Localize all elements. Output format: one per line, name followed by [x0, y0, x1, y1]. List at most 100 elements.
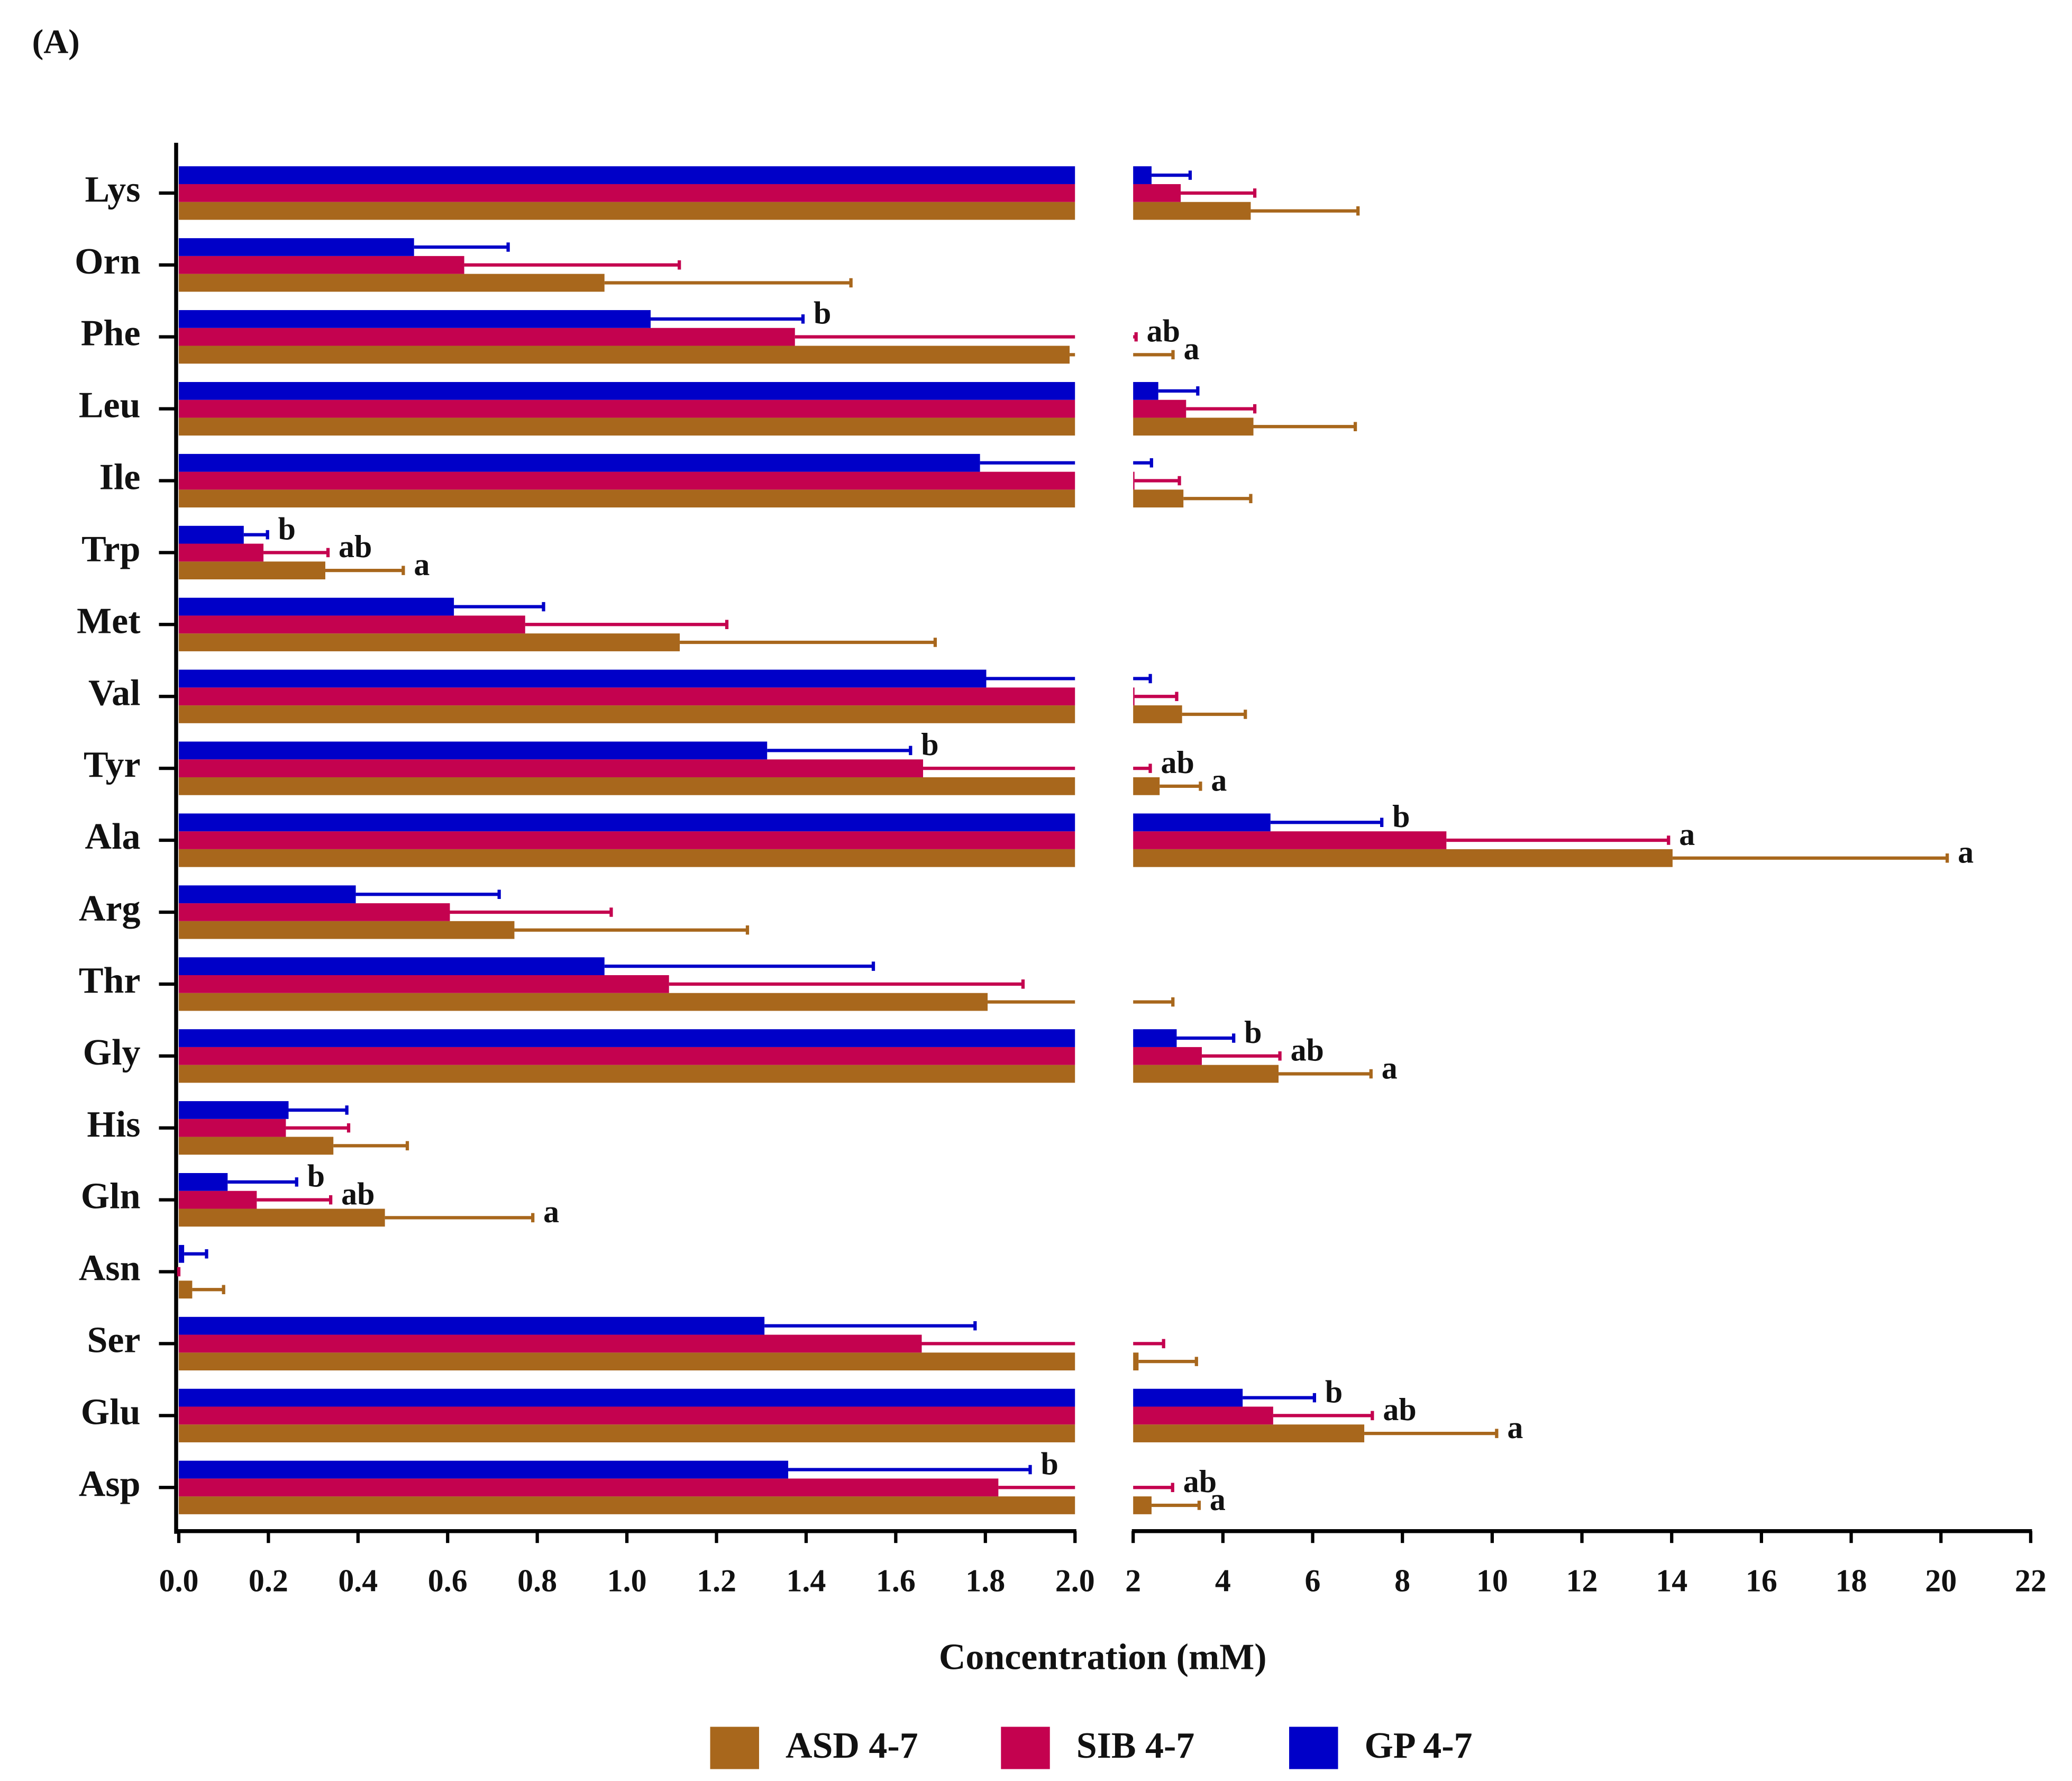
y-tick-label: Arg	[79, 888, 141, 929]
error-bar	[192, 1285, 225, 1294]
bar	[178, 453, 980, 472]
bar	[178, 993, 988, 1011]
bar	[178, 903, 450, 921]
bar	[178, 921, 515, 939]
legend-label: ASD 4-7	[786, 1725, 918, 1766]
significance-label: a	[1211, 763, 1227, 798]
bar	[178, 1334, 922, 1353]
error-bar	[1181, 188, 1257, 198]
x-tick-label: 1.8	[965, 1563, 1005, 1598]
bar	[178, 669, 987, 688]
error-bar	[1270, 817, 1384, 828]
bar	[1133, 1406, 1273, 1425]
x-tick-label: 22	[2015, 1563, 2047, 1598]
x-tick-label: 1.4	[786, 1563, 826, 1598]
error-bar	[414, 242, 510, 252]
error-bar	[1279, 1069, 1373, 1079]
bar	[178, 346, 1070, 364]
error-bar	[464, 260, 681, 270]
bar	[178, 1047, 1075, 1065]
significance-label: b	[1392, 799, 1410, 834]
bar	[1133, 687, 1135, 706]
bar	[1133, 1388, 1243, 1407]
error-bar	[1160, 782, 1202, 791]
bar	[178, 184, 1075, 202]
significance-label: b	[307, 1159, 325, 1194]
x-tick-label: 1.6	[876, 1563, 916, 1598]
error-bar	[1201, 1051, 1282, 1061]
bar	[178, 256, 464, 274]
error-bar	[921, 1339, 1165, 1349]
error-bar	[788, 1465, 1032, 1475]
significance-label: b	[921, 727, 938, 762]
significance-label: ab	[1291, 1033, 1324, 1068]
error-bar	[263, 548, 330, 558]
bar	[1133, 1065, 1279, 1083]
panel-label: (A)	[32, 23, 80, 61]
y-tick-label: Ala	[85, 816, 141, 857]
bar	[178, 975, 669, 993]
error-bar	[1364, 1429, 1499, 1438]
bar	[178, 1191, 257, 1209]
bar	[178, 1101, 289, 1119]
significance-label: ab	[341, 1176, 375, 1211]
bar	[178, 1316, 765, 1335]
bar	[178, 831, 1075, 849]
x-tick-label: 0.6	[428, 1563, 468, 1598]
bar	[178, 1280, 193, 1299]
significance-label: a	[1958, 835, 1974, 870]
error-bar	[325, 566, 405, 575]
bar	[1133, 166, 1152, 184]
significance-label: ab	[1147, 313, 1180, 348]
significance-label: ab	[1383, 1392, 1416, 1427]
bar	[178, 238, 414, 256]
x-tick-label: 8	[1394, 1563, 1410, 1598]
y-tick-label: Leu	[79, 385, 141, 426]
bar	[178, 1208, 385, 1227]
error-bar	[1183, 494, 1253, 503]
legend-swatch	[1289, 1727, 1338, 1769]
bar	[1133, 1047, 1202, 1065]
y-tick-label: Glu	[81, 1392, 141, 1432]
y-tick-label: Gln	[81, 1176, 141, 1217]
significance-label: a	[1507, 1410, 1523, 1445]
bar	[1133, 399, 1186, 418]
error-bar	[988, 997, 1175, 1007]
bar	[178, 885, 356, 904]
y-tick-label: Ser	[87, 1320, 140, 1360]
y-tick-label: Trp	[81, 529, 140, 569]
bar	[1133, 705, 1182, 723]
error-bar	[243, 530, 269, 540]
bar	[178, 202, 1075, 220]
significance-label: b	[1325, 1374, 1343, 1409]
bar	[178, 1406, 1075, 1425]
legend-swatch	[710, 1727, 759, 1769]
error-bar	[385, 1213, 535, 1223]
x-axis-title: Concentration (mM)	[939, 1637, 1267, 1678]
bar	[178, 399, 1075, 418]
error-bar	[1243, 1393, 1317, 1403]
error-bar	[514, 925, 750, 935]
error-bar	[1151, 170, 1192, 180]
bar	[1133, 777, 1160, 795]
bar	[178, 1065, 1075, 1083]
bar	[178, 1137, 334, 1155]
error-bar	[1186, 404, 1257, 414]
x-tick-label: 6	[1305, 1563, 1321, 1598]
bar	[1133, 184, 1181, 202]
y-tick-label: Phe	[81, 313, 141, 354]
y-tick-label: Thr	[79, 960, 141, 1001]
y-tick-label: Met	[77, 601, 140, 641]
significance-label: ab	[339, 529, 372, 564]
bar	[178, 777, 1075, 795]
bar	[178, 1388, 1075, 1407]
bar	[178, 417, 1075, 436]
bar	[1133, 813, 1271, 832]
significance-label: b	[814, 296, 831, 331]
legend-label: SIB 4-7	[1076, 1725, 1195, 1766]
bar	[178, 489, 1075, 508]
significance-label: ab	[1161, 745, 1194, 780]
x-tick-label: 10	[1476, 1563, 1508, 1598]
y-tick-label: Orn	[75, 241, 140, 282]
y-tick-label: Gly	[83, 1032, 141, 1073]
